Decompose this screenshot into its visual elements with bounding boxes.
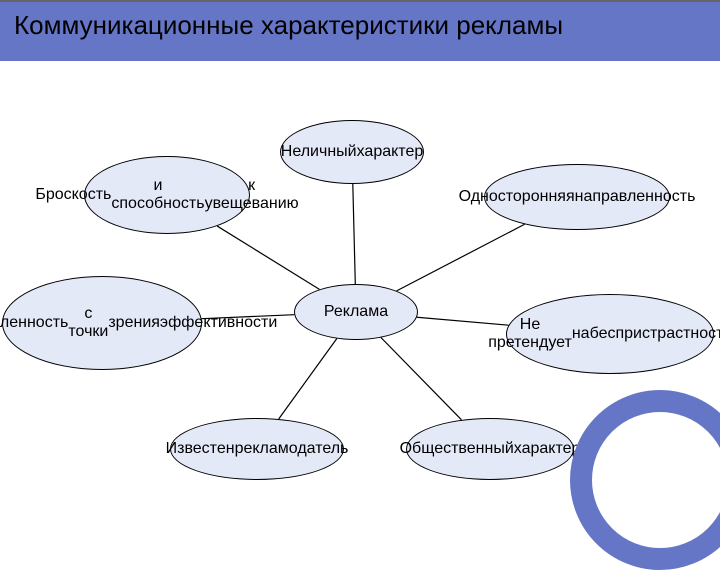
node-label-line: Неличный [281, 143, 357, 161]
node-label-line: направленность [575, 188, 696, 206]
node-label-line: характер [357, 143, 424, 161]
outer-node-n7: Броскостьи способностьк увещеванию [84, 156, 250, 234]
connector [397, 224, 525, 291]
outer-node-n3: Не претендуетнабеспристрастность [506, 294, 714, 374]
connector [279, 339, 337, 419]
node-label-line: Общественный [400, 440, 514, 458]
connector [381, 338, 461, 420]
node-label-line: рекламодатель [235, 440, 349, 458]
node-label-line: на [572, 325, 590, 343]
outer-node-n1: Неличныйхарактер [280, 120, 424, 184]
node-label-line: Известен [166, 440, 235, 458]
node-label-line: характер [514, 440, 581, 458]
node-label-line: и способность [111, 177, 204, 214]
node-label-line: эффективности [160, 314, 277, 332]
outer-node-n6: Неопределенностьс точкизренияэффективнос… [2, 276, 202, 370]
page-title: Коммуникационные характеристики рекламы [0, 0, 720, 61]
connector [353, 184, 356, 284]
node-label-line: Реклама [324, 303, 388, 321]
node-label-line: Не претендует [488, 316, 572, 353]
outer-node-n4: Общественныйхарактер [406, 418, 574, 480]
title-text: Коммуникационные характеристики рекламы [14, 10, 563, 40]
node-label-line: беспристрастность [590, 325, 720, 343]
node-label-line: к увещеванию [205, 177, 299, 214]
outer-node-n2: Односторонняянаправленность [484, 164, 670, 230]
center-node: Реклама [294, 284, 418, 340]
node-label-line: Броскость [35, 186, 111, 204]
outer-node-n5: Известенрекламодатель [170, 418, 344, 480]
node-label-line: Односторонняя [459, 188, 575, 206]
node-label-line: с точки [68, 305, 108, 342]
node-label-line: зрения [108, 314, 160, 332]
node-label-line: Неопределенность [0, 314, 68, 332]
connector [217, 226, 319, 289]
